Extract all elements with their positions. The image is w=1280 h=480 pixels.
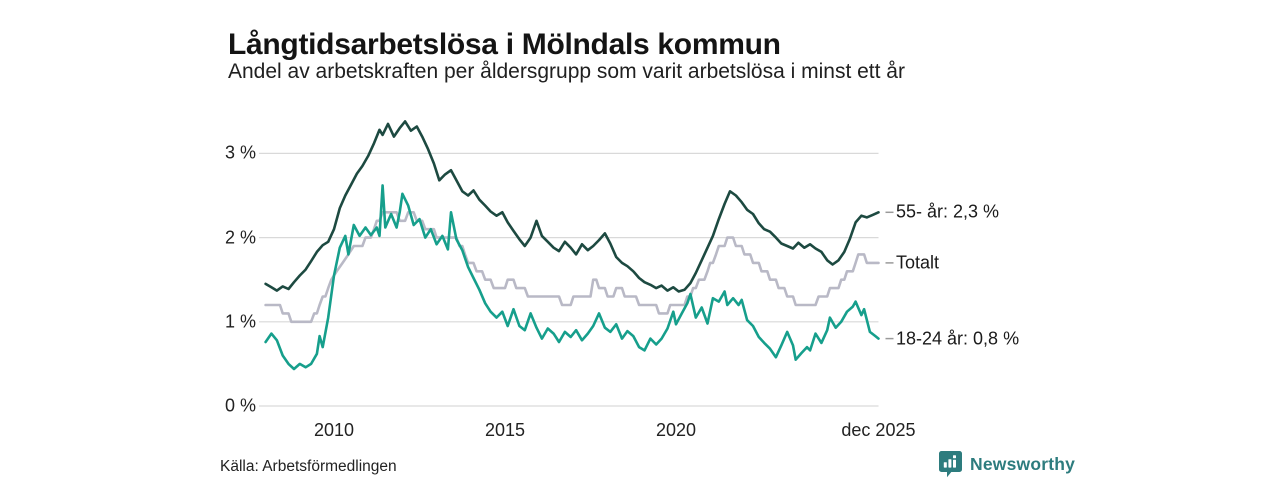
newsworthy-icon xyxy=(939,451,962,478)
brand-name: Newsworthy xyxy=(970,453,1076,474)
x-tick-label: 2020 xyxy=(655,420,697,440)
chart-subtitle: Andel av arbetskraften per åldersgrupp s… xyxy=(228,60,905,83)
x-tick-label: 2015 xyxy=(484,420,526,440)
y-tick-label: 3 % xyxy=(224,142,256,163)
page-title: Långtidsarbetslösa i Mölndals kommun xyxy=(228,28,781,62)
x-tick-label: dec 2025 xyxy=(841,420,916,440)
series-end-label: 18-24 år: 0,8 % xyxy=(896,328,1020,349)
series-end-label: Totalt xyxy=(896,252,940,273)
y-tick-label: 2 % xyxy=(224,227,256,248)
source-note: Källa: Arbetsförmedlingen xyxy=(220,458,397,475)
y-tick-label: 1 % xyxy=(224,311,256,332)
series-line-18-24-r xyxy=(264,184,880,371)
series-end-label: 55- år: 2,3 % xyxy=(896,201,1000,222)
brand-logo: Newsworthy xyxy=(938,450,1075,478)
x-tick-label: 2010 xyxy=(313,420,355,440)
series-line-55-r xyxy=(264,120,880,293)
series-line-Totalt xyxy=(264,211,880,324)
y-tick-label: 0 % xyxy=(224,395,256,416)
